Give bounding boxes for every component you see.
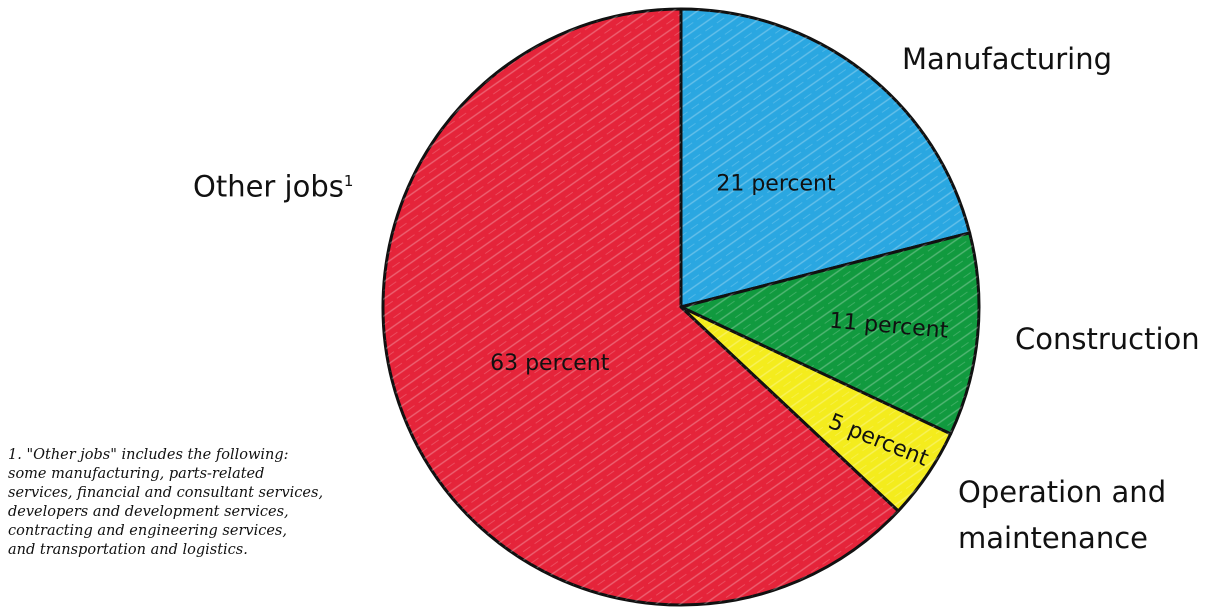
data-label-other-jobs: 63 percent [490,351,610,376]
slice-texture-construction [681,232,979,434]
slice-texture-manufacturing [681,9,970,307]
label-manufacturing: Manufacturing [902,40,1112,78]
label-manufacturing-text: Manufacturing [902,42,1112,76]
slice-texture-operation-and-maintenance [681,307,951,511]
footnote-line: and transportation and logistics. [8,542,248,558]
pie-slices [381,7,981,607]
footnote-line: contracting and engineering services, [8,523,287,539]
footnote-line: services, financial and consultant servi… [8,485,324,501]
footnote-marker: 1 [343,172,354,190]
footnote-line: some manufacturing, parts-related [8,466,265,482]
label-operation-line2: maintenance [958,521,1148,555]
footnote-line: developers and development services, [8,504,289,520]
slice-texture-other-jobs [383,9,899,605]
label-operation-line1: Operation and [958,475,1167,509]
label-construction: Construction [1015,320,1200,358]
data-label-manufacturing: 21 percent [716,172,836,197]
label-other-jobs: Other jobs1 [193,162,353,206]
footnote-line: 1. "Other jobs" includes the following: [8,447,289,463]
label-operation-maintenance: Operation and maintenance [958,469,1166,561]
label-construction-text: Construction [1015,322,1200,356]
footnote: 1. "Other jobs" includes the following: … [8,446,418,560]
label-other-jobs-text: Other jobs [193,169,344,204]
